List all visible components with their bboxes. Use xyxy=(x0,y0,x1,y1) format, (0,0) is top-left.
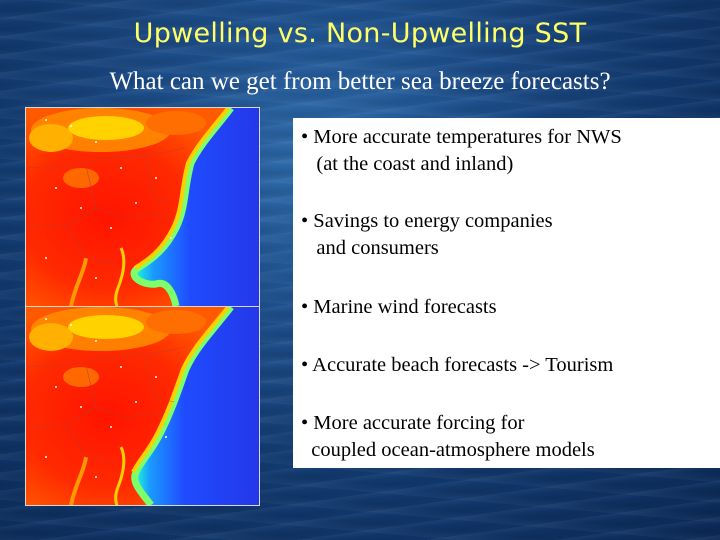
bullet-marine-wind: • Marine wind forecasts xyxy=(301,296,497,318)
bullet-energy-savings: • Savings to energy companies and consum… xyxy=(301,210,553,259)
bullet-coupled-models: • More accurate forcing for coupled ocea… xyxy=(301,412,595,461)
bullet-beach-tourism: • Accurate beach forecasts -> Tourism xyxy=(301,354,614,376)
benefits-list: • More accurate temperatures for NWS (at… xyxy=(293,118,720,468)
upwelling-sst-forecast-map xyxy=(25,107,260,307)
slide-subtitle: What can we get from better sea breeze f… xyxy=(109,68,611,95)
bullet-temperatures: • More accurate temperatures for NWS (at… xyxy=(301,126,622,175)
slide-title: Upwelling vs. Non-Upwelling SST xyxy=(133,18,587,49)
non-upwelling-sst-forecast-map xyxy=(25,306,260,506)
